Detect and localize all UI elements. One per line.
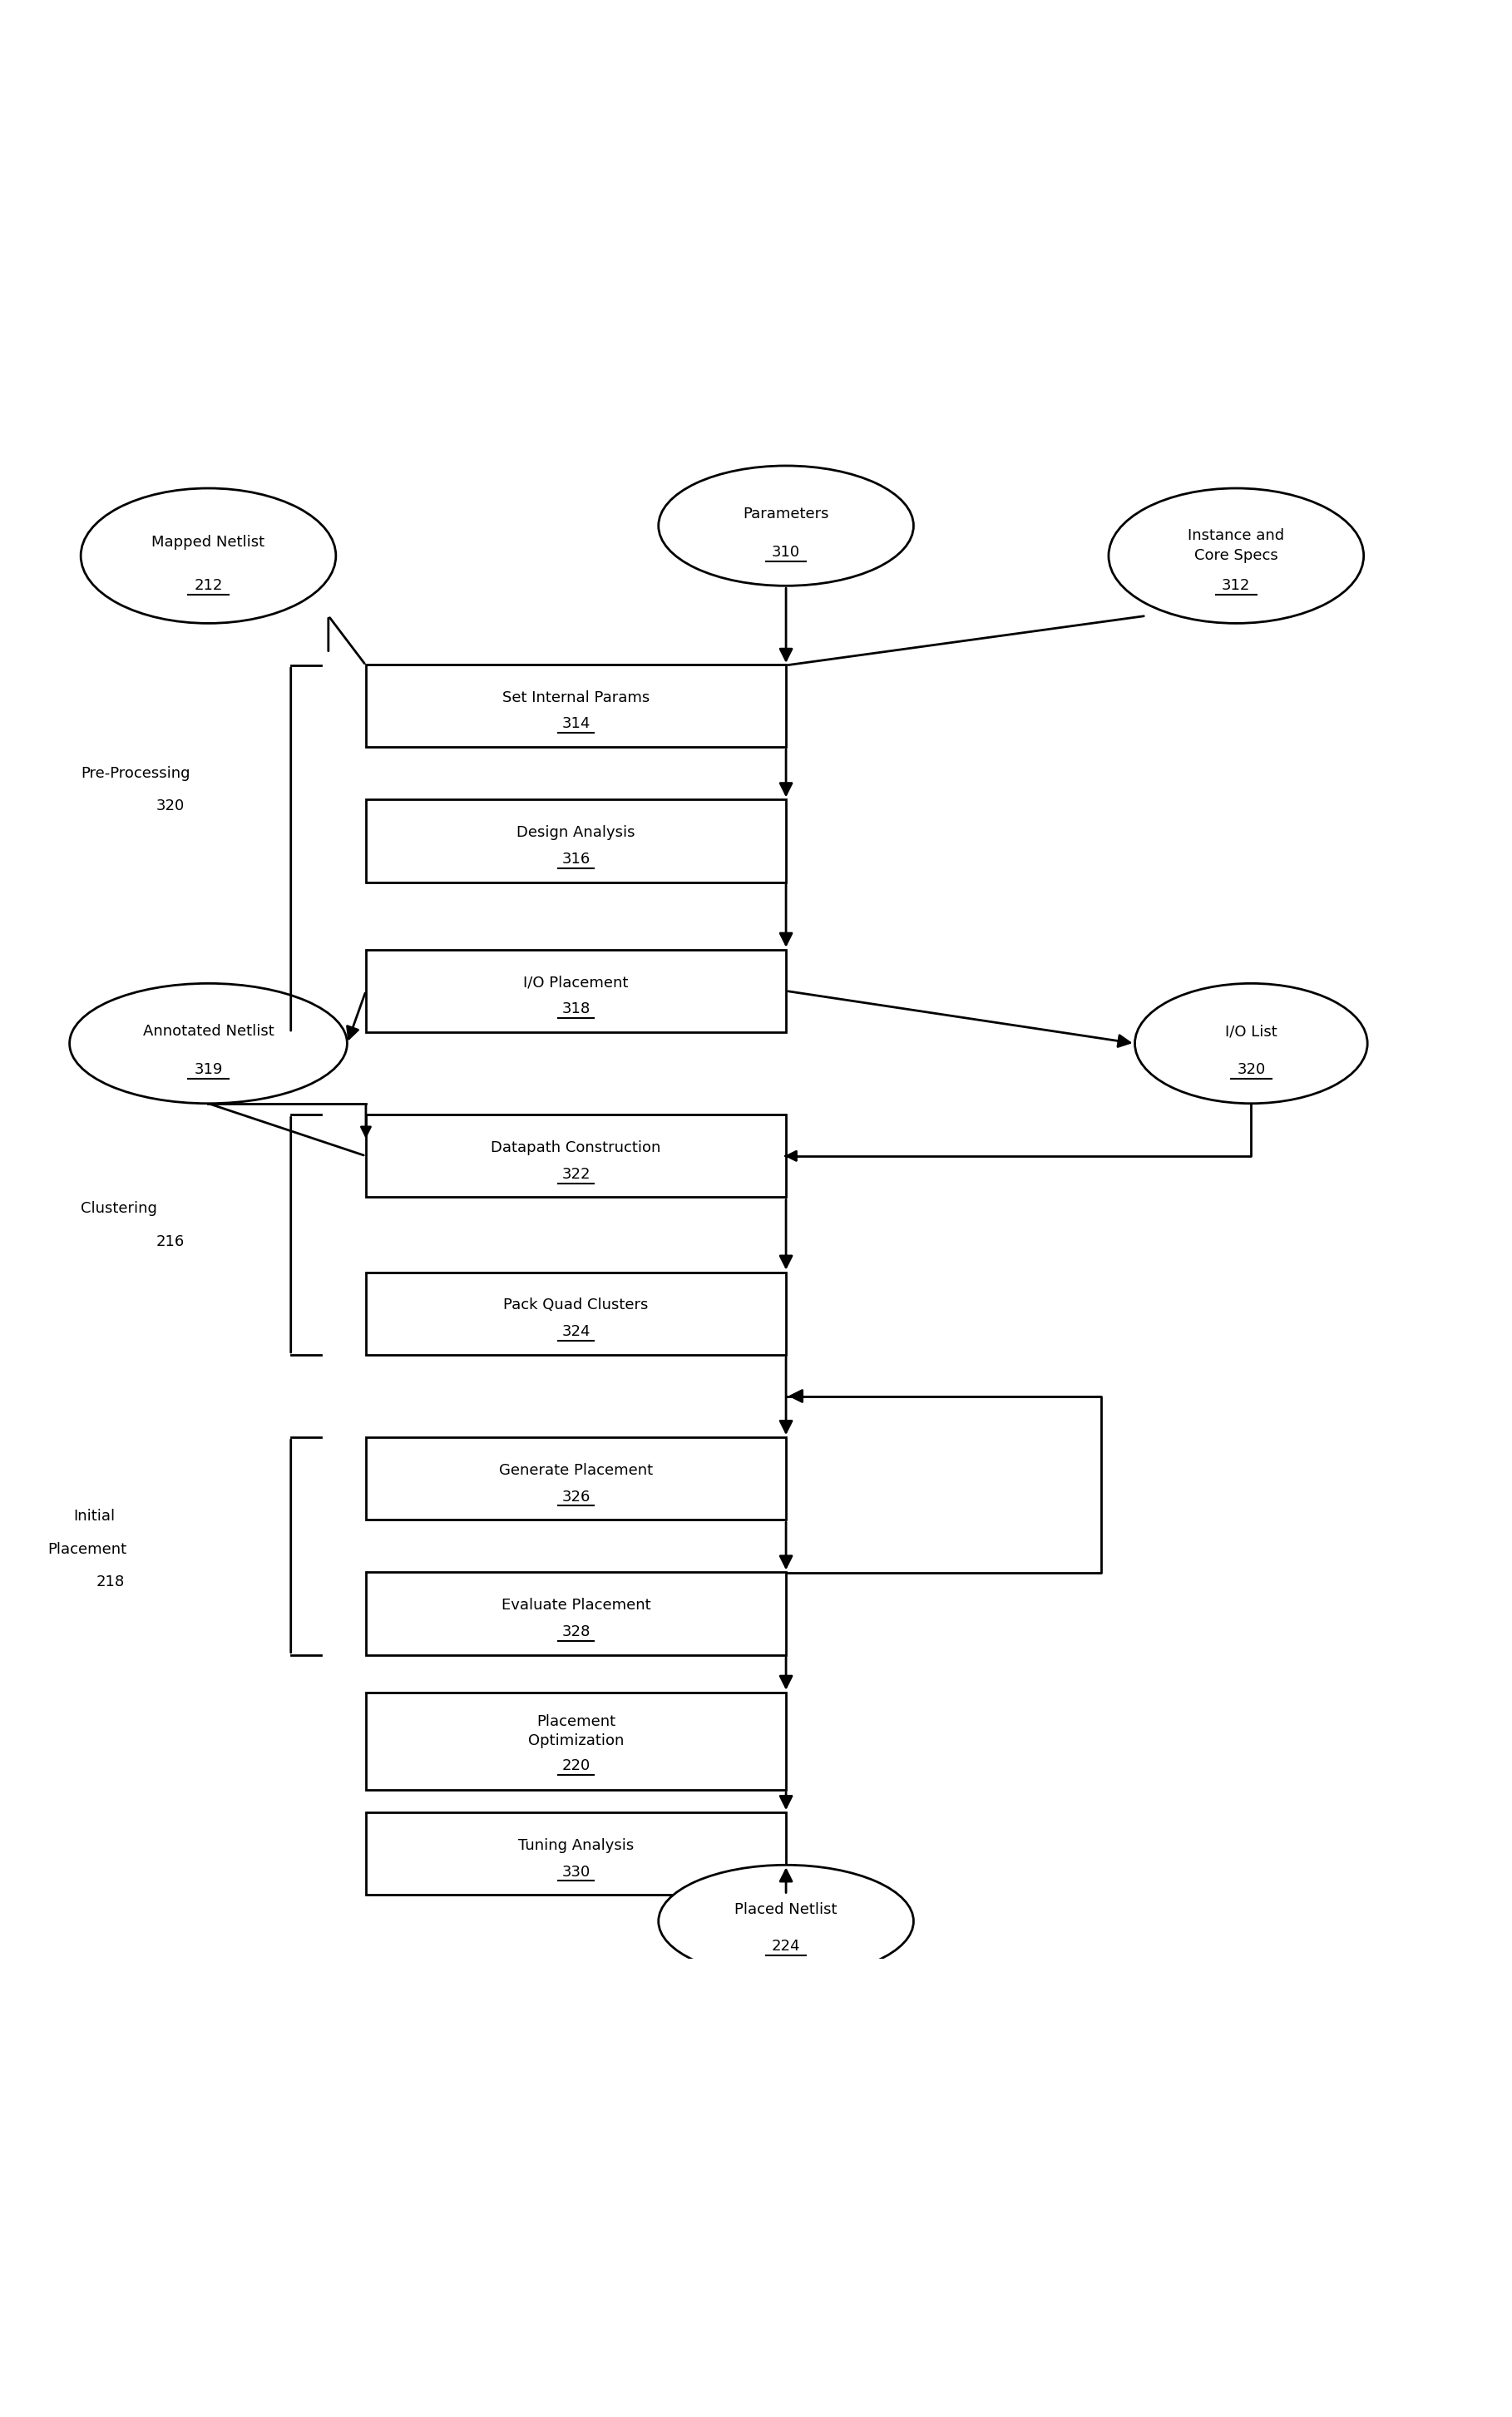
FancyBboxPatch shape [366,1438,786,1520]
Text: 326: 326 [561,1489,590,1503]
Text: 316: 316 [561,851,590,868]
Text: Design Analysis: Design Analysis [517,824,635,841]
Text: Pack Quad Clusters: Pack Quad Clusters [503,1298,649,1312]
FancyBboxPatch shape [366,1114,786,1196]
Text: 318: 318 [561,1001,590,1018]
Ellipse shape [80,488,336,624]
Text: 312: 312 [1222,578,1250,592]
Text: Parameters: Parameters [742,505,829,522]
Text: Core Specs: Core Specs [1194,549,1278,563]
Text: Datapath Construction: Datapath Construction [491,1141,661,1155]
Text: Set Internal Params: Set Internal Params [502,691,650,706]
FancyBboxPatch shape [366,1573,786,1656]
Text: 322: 322 [561,1167,590,1182]
Text: Mapped Netlist: Mapped Netlist [151,534,265,549]
Text: Tuning Analysis: Tuning Analysis [519,1837,634,1854]
Text: 310: 310 [771,544,800,561]
Ellipse shape [1136,984,1367,1105]
Text: 224: 224 [771,1938,800,1953]
Text: Placement: Placement [48,1542,127,1557]
Text: 218: 218 [95,1573,124,1590]
FancyBboxPatch shape [366,1271,786,1356]
FancyBboxPatch shape [366,665,786,747]
Ellipse shape [658,466,913,585]
Text: Instance and: Instance and [1188,527,1284,544]
Text: I/O List: I/O List [1225,1025,1278,1039]
Text: 212: 212 [194,578,222,592]
Ellipse shape [1108,488,1364,624]
Text: 319: 319 [194,1063,222,1078]
Text: 320: 320 [1237,1063,1266,1078]
Text: I/O Placement: I/O Placement [523,974,629,991]
Text: 320: 320 [156,800,184,815]
Text: Annotated Netlist: Annotated Netlist [142,1025,274,1039]
Text: 216: 216 [156,1235,184,1250]
Text: Placed Netlist: Placed Netlist [735,1902,838,1917]
Text: 220: 220 [561,1757,590,1774]
Ellipse shape [70,984,348,1105]
Text: 328: 328 [561,1624,590,1639]
Ellipse shape [658,1866,913,1977]
Text: 314: 314 [561,715,590,732]
Text: Optimization: Optimization [528,1733,624,1747]
FancyBboxPatch shape [366,800,786,882]
FancyBboxPatch shape [366,1692,786,1791]
Text: Clustering: Clustering [80,1201,157,1216]
Text: Pre-Processing: Pre-Processing [80,766,191,781]
Text: Placement: Placement [537,1714,615,1728]
FancyBboxPatch shape [366,1813,786,1895]
Text: Initial: Initial [73,1508,115,1523]
FancyBboxPatch shape [366,950,786,1032]
Text: 324: 324 [561,1325,590,1339]
Text: Evaluate Placement: Evaluate Placement [502,1598,650,1612]
Text: 330: 330 [561,1864,590,1880]
Text: Generate Placement: Generate Placement [499,1462,653,1477]
